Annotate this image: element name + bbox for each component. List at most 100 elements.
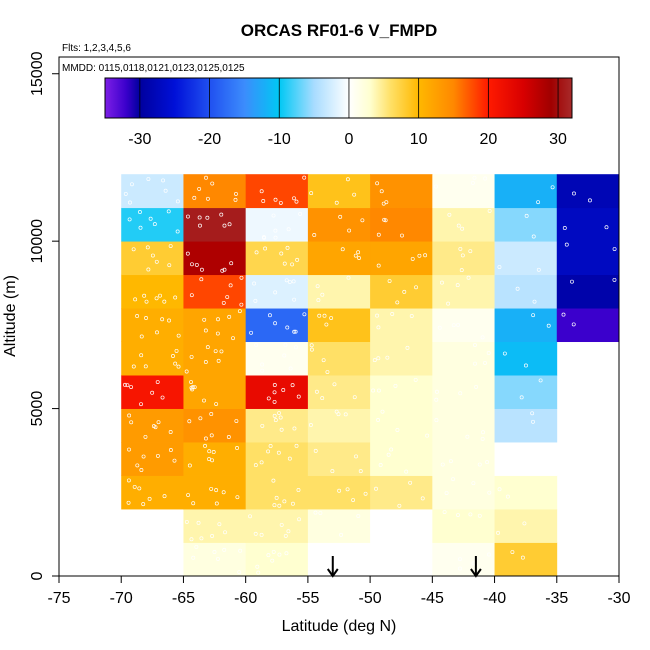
sample-point (217, 522, 222, 527)
sample-point (287, 280, 292, 284)
sample-point (460, 253, 465, 258)
colorbar-bar (104, 77, 573, 119)
sample-point (439, 280, 444, 285)
heatmap-cell (245, 475, 309, 510)
sample-point (127, 217, 132, 222)
data-points (123, 175, 617, 575)
sample-point (155, 453, 160, 458)
sample-point (143, 364, 148, 369)
sample-point (536, 267, 541, 272)
sample-point (343, 412, 348, 417)
sample-point (290, 501, 295, 506)
heatmap-cell (556, 241, 620, 276)
heatmap-cell (245, 274, 309, 309)
sample-point (266, 553, 271, 558)
y-axis: 0 5000 10000 15000 (29, 51, 59, 580)
sample-point (278, 200, 283, 205)
sample-point (283, 533, 288, 538)
heatmap-cell (370, 509, 433, 543)
sample-point (352, 395, 357, 400)
sample-point (588, 198, 592, 203)
heatmap-cell (370, 207, 433, 242)
sample-point (272, 383, 277, 387)
heatmap-cell (121, 475, 184, 510)
sample-point (213, 349, 218, 354)
sample-point (248, 514, 252, 519)
sample-point (164, 527, 169, 532)
sample-point (128, 200, 132, 205)
sample-point (352, 192, 357, 197)
sample-point (321, 358, 326, 363)
sample-point (123, 382, 127, 387)
sample-point (296, 394, 301, 399)
sample-point (334, 409, 339, 414)
sample-point (485, 460, 490, 465)
sample-point (376, 388, 381, 393)
sample-point (294, 443, 299, 448)
heatmap-cell (432, 274, 495, 309)
sample-point (253, 531, 258, 536)
y-tick-label: 15000 (29, 51, 46, 96)
sample-point (459, 268, 464, 273)
sample-point (386, 452, 391, 457)
sample-point (531, 419, 535, 424)
sample-point (138, 225, 143, 230)
heatmap-cell (370, 274, 433, 309)
sample-point (273, 228, 278, 233)
heatmap-cell (432, 542, 495, 577)
sample-point (139, 402, 143, 407)
sample-point (345, 177, 350, 182)
sample-point (123, 191, 128, 196)
sample-point (520, 555, 525, 560)
sample-point (220, 268, 225, 273)
sample-point (175, 199, 180, 204)
sample-point (214, 488, 219, 493)
sample-point (340, 247, 345, 252)
sample-point (375, 181, 380, 186)
sample-point (239, 275, 244, 280)
sample-point (146, 177, 151, 181)
heatmap-cell (432, 207, 495, 242)
sample-point (468, 249, 473, 254)
sample-point (373, 554, 378, 559)
sample-point (309, 343, 314, 348)
sample-point (139, 468, 144, 472)
sample-point (458, 391, 463, 396)
sample-point (125, 383, 130, 388)
sample-point (174, 348, 179, 353)
sample-point (376, 325, 381, 330)
heatmap-cell (556, 308, 620, 343)
sample-point (139, 353, 144, 358)
sample-point (164, 513, 168, 518)
sample-point (154, 296, 159, 301)
sample-point (487, 208, 492, 213)
sample-point (434, 418, 439, 423)
sample-point (262, 235, 266, 240)
sample-point (203, 436, 208, 441)
sample-point (353, 253, 358, 258)
sample-point (472, 175, 477, 180)
heatmap-cell (121, 241, 184, 276)
sample-point (198, 223, 202, 228)
sample-point (295, 257, 300, 262)
sample-point (146, 267, 151, 272)
sample-point (160, 317, 165, 322)
sample-point (148, 216, 153, 221)
sample-point (532, 299, 537, 304)
sample-point (571, 322, 576, 327)
sample-point (376, 356, 381, 361)
heatmap-cell (183, 308, 247, 343)
sample-point (550, 185, 555, 190)
sample-point (325, 370, 330, 375)
sample-point (184, 369, 189, 374)
sample-point (187, 463, 192, 468)
x-tick-label: -60 (234, 590, 257, 607)
sample-point (309, 347, 314, 352)
flights-label: Flts: 1,2,3,4,5,6 (62, 43, 131, 54)
x-tick-label: -75 (47, 590, 70, 607)
sample-point (317, 313, 322, 318)
heatmap-cell (307, 241, 371, 276)
sample-point (409, 314, 414, 318)
sample-point (497, 265, 502, 270)
heatmap-cell (183, 509, 247, 543)
